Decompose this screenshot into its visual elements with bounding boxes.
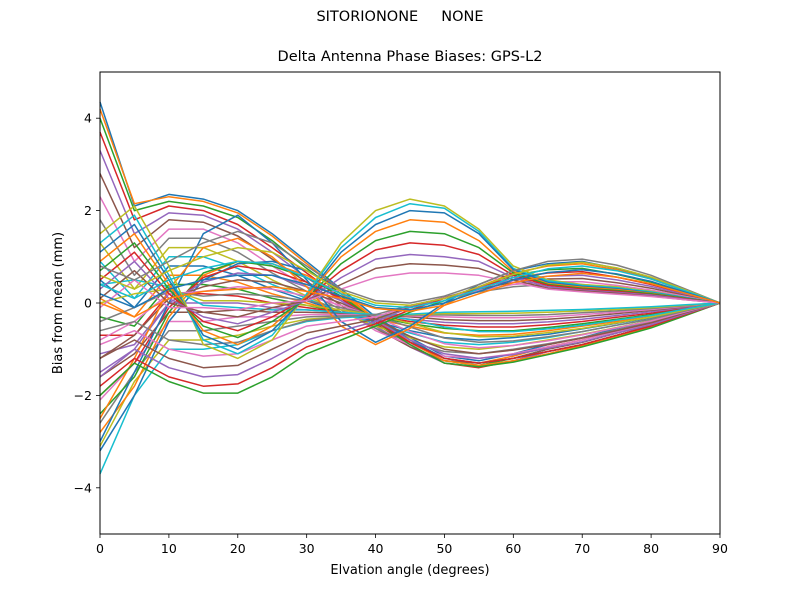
series-line: [99, 272, 721, 311]
y-tick-label: 2: [84, 203, 92, 218]
y-axis: −4 −2 0 2 4: [74, 111, 100, 495]
series-line: [99, 272, 721, 318]
y-axis-label: Bias from mean (mm): [51, 232, 66, 374]
series-line: [99, 253, 721, 325]
x-tick-label: 0: [96, 541, 104, 556]
x-tick-label: 80: [643, 541, 659, 556]
y-tick-label: −2: [74, 388, 92, 403]
series-line: [99, 268, 721, 311]
x-tick-label: 20: [230, 541, 246, 556]
y-tick-label: 4: [84, 111, 92, 126]
series-line: [99, 265, 721, 396]
series-line: [99, 260, 721, 309]
series-layer: [99, 101, 721, 475]
y-tick-label: −4: [74, 480, 92, 495]
chart-title: Delta Antenna Phase Biases: GPS-L2: [277, 49, 543, 65]
x-tick-label: 10: [161, 541, 177, 556]
series-line: [99, 246, 721, 307]
x-tick-label: 70: [574, 541, 590, 556]
series-line: [99, 272, 721, 378]
x-tick-label: 90: [712, 541, 728, 556]
series-line: [99, 277, 721, 369]
series-line: [99, 262, 721, 318]
series-line: [99, 202, 721, 355]
series-line: [99, 302, 721, 475]
series-line: [99, 242, 721, 332]
figure-suptitle: SITORIONONE NONE: [316, 9, 484, 25]
x-axis-label: Elvation angle (degrees): [330, 563, 489, 578]
series-line: [99, 279, 721, 360]
x-tick-label: 60: [505, 541, 521, 556]
series-line: [99, 209, 721, 350]
x-tick-label: 40: [368, 541, 384, 556]
series-line: [99, 290, 721, 344]
series-line: [100, 293, 721, 337]
series-line: [99, 230, 721, 339]
x-axis: 0 10 20 30 40 50 60 70 80 90: [96, 534, 728, 556]
series-line: [99, 219, 721, 346]
series-line: [99, 237, 721, 419]
x-tick-label: 30: [299, 541, 315, 556]
series-line: [99, 279, 721, 333]
series-line: [99, 198, 721, 360]
series-line: [99, 230, 721, 304]
y-tick-label: 0: [84, 296, 92, 311]
x-tick-label: 50: [436, 541, 452, 556]
series-line: [99, 260, 721, 415]
series-line: [99, 288, 721, 338]
